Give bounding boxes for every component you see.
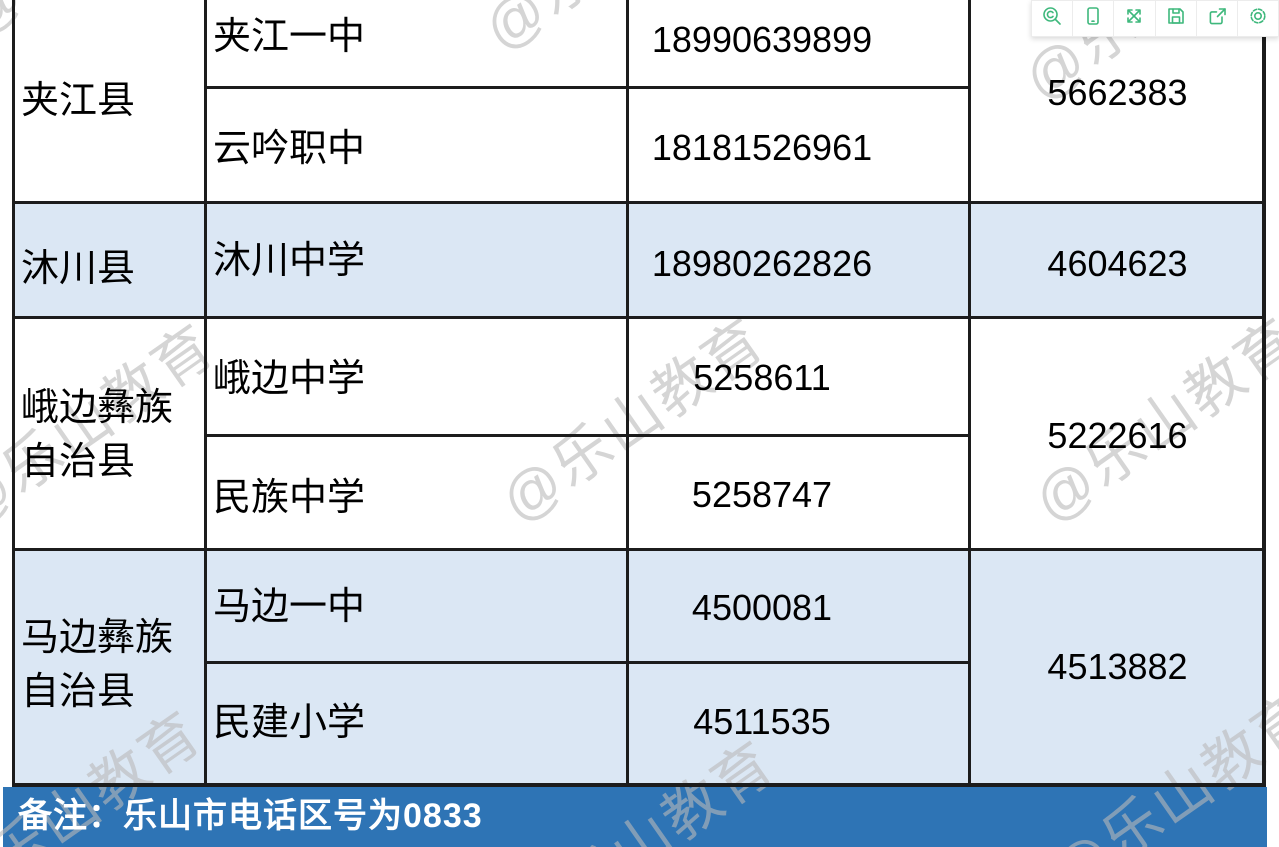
county-cell: 马边彝族自治县 <box>21 617 174 713</box>
table-border <box>626 0 629 787</box>
table-border <box>204 434 971 437</box>
school-cell: 民族中学 <box>213 477 366 519</box>
table-border <box>1262 0 1266 787</box>
table-border <box>12 0 15 787</box>
footer-note: 备注：乐山市电话区号为0833 <box>18 797 483 835</box>
school-cell: 云吟职中 <box>213 128 366 170</box>
school-phone-cell: 4511535 <box>693 701 831 742</box>
school-phone-cell: 5258611 <box>693 357 831 398</box>
county-cell: 沐川县 <box>21 248 136 290</box>
settings-icon <box>1247 5 1269 32</box>
table-border <box>204 86 971 89</box>
county-cell: 夹江县 <box>21 80 136 122</box>
share-icon <box>1206 5 1228 32</box>
county-phone-cell: 5222616 <box>1047 415 1188 456</box>
table-border <box>12 316 1266 319</box>
school-cell: 峨边中学 <box>213 358 366 400</box>
county-cell: 峨边彝族自治县 <box>21 387 174 483</box>
table-border <box>12 783 1266 787</box>
county-phone-cell: 4513882 <box>1047 646 1188 687</box>
table-border <box>968 0 971 787</box>
highlight-row-muchuan <box>13 203 1266 318</box>
share-button[interactable] <box>1195 0 1237 37</box>
settings-button[interactable] <box>1236 0 1279 37</box>
county-phone-cell: 5662383 <box>1047 72 1188 113</box>
copyright-search-icon <box>1041 5 1063 32</box>
school-cell: 民建小学 <box>213 702 366 744</box>
table-border <box>204 661 971 664</box>
save-icon <box>1165 5 1187 32</box>
save-button[interactable] <box>1154 0 1196 37</box>
highlight-row-mabian <box>13 550 1266 785</box>
table-border <box>204 0 207 787</box>
school-phone-cell: 4500081 <box>691 587 833 628</box>
table-border <box>12 201 1266 204</box>
school-phone-cell: 18980262826 <box>651 243 873 284</box>
fullscreen-button[interactable] <box>1113 0 1155 37</box>
mobile-preview-icon <box>1082 5 1104 32</box>
fullscreen-icon <box>1123 5 1145 32</box>
school-cell: 夹江一中 <box>213 16 366 58</box>
mobile-preview-button[interactable] <box>1072 0 1114 37</box>
viewer-toolbar <box>1031 0 1279 37</box>
school-cell: 沐川中学 <box>213 240 366 282</box>
school-cell: 马边一中 <box>213 586 366 628</box>
school-phone-cell: 18990639899 <box>651 19 873 60</box>
copyright-search-button[interactable] <box>1031 0 1073 37</box>
county-phone-cell: 4604623 <box>1047 243 1188 284</box>
table-border <box>12 548 1266 551</box>
school-phone-cell: 18181526961 <box>651 127 873 168</box>
school-phone-cell: 5258747 <box>691 474 833 515</box>
footer-bar <box>3 787 1267 847</box>
